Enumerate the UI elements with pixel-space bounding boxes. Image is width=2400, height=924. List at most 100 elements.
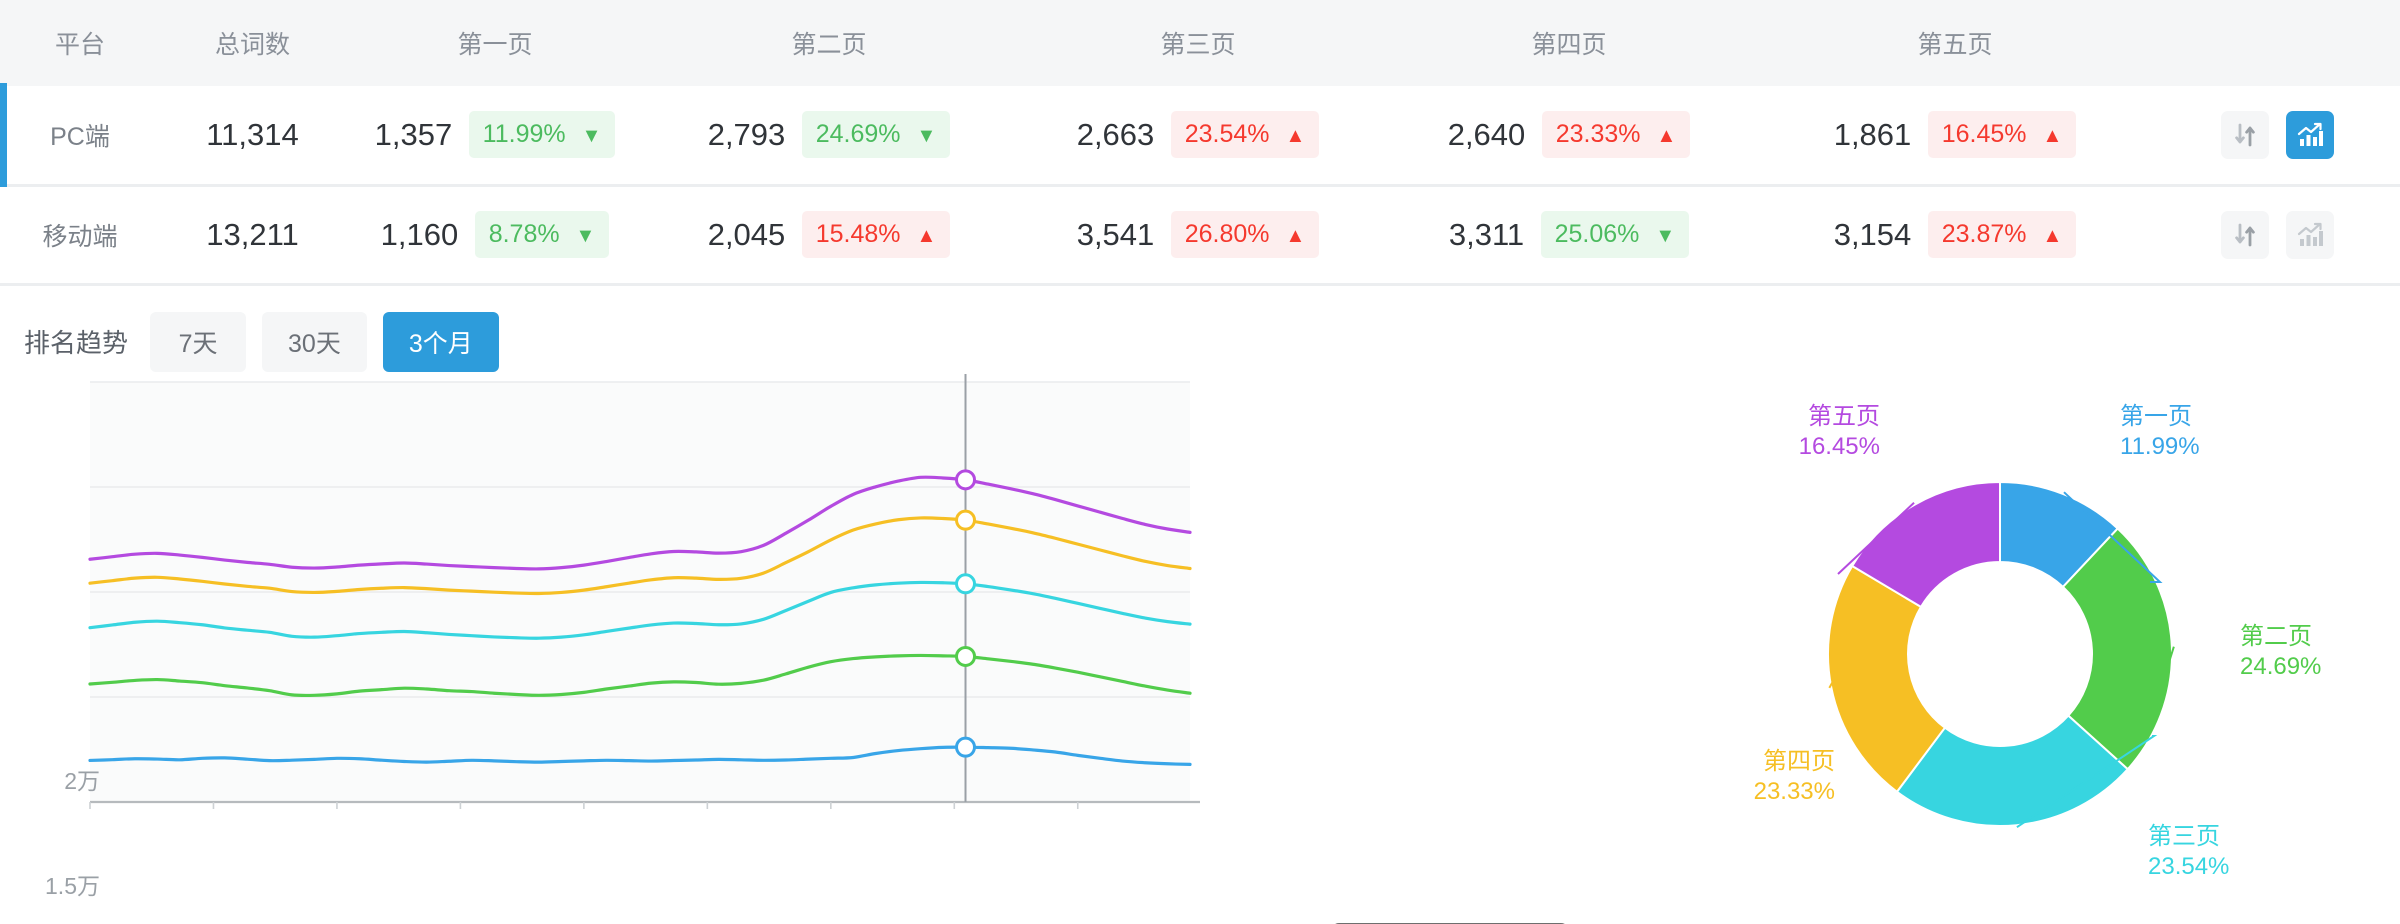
page4-change-pct: 25.06%	[1554, 220, 1640, 248]
page3-change-badge: 26.80% ▲	[1170, 211, 1320, 258]
range-button-3m[interactable]: 3个月	[382, 311, 499, 372]
page5-change-badge: 23.87% ▲	[1927, 211, 2077, 258]
col-header-page4: 第四页	[1531, 31, 1607, 59]
donut-label-text: 第二页	[2240, 622, 2312, 650]
cell-page4: 2,640 23.33% ▲	[1383, 86, 1755, 187]
col-header-page1: 第一页	[457, 31, 533, 59]
arrow-up-icon: ▲	[2042, 225, 2063, 247]
donut-label-page2: 第二页 24.69%	[2240, 622, 2321, 683]
sort-updown-icon-button[interactable]	[2221, 110, 2270, 159]
col-header-page3: 第三页	[1160, 31, 1236, 59]
charts-area: 爱站网 2万 1.5万 1万 5000 0 07-31 08-10 08-20 …	[0, 372, 2400, 924]
y-tick-label: 2万	[64, 767, 100, 794]
sort-updown-icon	[2235, 123, 2256, 147]
cell-page5: 3,154 23.87% ▲	[1755, 185, 2155, 286]
cell-page1: 1,357 11.99% ▼	[345, 86, 645, 187]
arrow-up-icon: ▲	[916, 225, 937, 247]
cell-page3: 2,663 23.54% ▲	[1013, 86, 1383, 187]
donut-label-page1: 第一页 11.99%	[2120, 402, 2200, 463]
table-header: 平台 总词数 第一页 第二页 第三页 第四页 第五页	[0, 0, 2400, 86]
table-header-row: 平台 总词数 第一页 第二页 第三页 第四页 第五页	[0, 0, 2400, 86]
donut-label-text: 第五页	[1808, 402, 1880, 430]
page3-change-pct: 23.54%	[1184, 120, 1270, 149]
row-selected-indicator	[0, 83, 7, 187]
table-row[interactable]: 移动端 13,211 1,160 8.78% ▼ 2,045 15.48% ▲	[0, 185, 2400, 286]
donut-label-page5: 第五页 16.45%	[1760, 402, 1880, 463]
range-button-30d[interactable]: 30天	[262, 311, 367, 372]
cell-page3: 3,541 26.80% ▲	[1013, 185, 1383, 286]
bar-chart-icon	[2297, 122, 2323, 146]
donut-label-pct: 23.54%	[2148, 853, 2230, 881]
donut-label-pct: 16.45%	[1798, 433, 1880, 461]
page1-change-pct: 11.99%	[482, 120, 566, 149]
bar-chart-icon-button[interactable]	[2285, 210, 2334, 259]
page1-value: 1,357	[374, 116, 453, 152]
platform-label: 移动端	[42, 222, 118, 251]
page5-value: 3,154	[1833, 216, 1912, 252]
arrow-up-icon: ▲	[1285, 125, 1306, 148]
page3-change-badge: 23.54% ▲	[1170, 111, 1320, 159]
page5-change-badge: 16.45% ▲	[1927, 111, 2077, 159]
platform-rank-table: 平台 总词数 第一页 第二页 第三页 第四页 第五页 PC端 11,314 1,…	[0, 0, 2400, 286]
page1-change-pct: 8.78%	[488, 220, 560, 248]
table-row[interactable]: PC端 11,314 1,357 11.99% ▼ 2,793 24.69% ▼	[0, 83, 2400, 187]
cell-page2: 2,793 24.69% ▼	[645, 86, 1013, 187]
trend-title: 排名趋势	[24, 328, 129, 358]
page2-value: 2,045	[707, 216, 786, 252]
donut-label-page4: 第四页 23.33%	[1715, 747, 1835, 808]
page4-value: 2,640	[1447, 116, 1526, 152]
trend-controls: 排名趋势 7天 30天 3个月	[0, 286, 2400, 372]
page2-change-badge: 24.69% ▼	[801, 111, 951, 159]
page3-value: 3,541	[1076, 216, 1155, 252]
donut-label-pct: 11.99%	[2120, 433, 2200, 461]
donut-label-text: 第三页	[2148, 822, 2220, 850]
page1-change-badge: 11.99% ▼	[468, 111, 616, 159]
donut-label-text: 第一页	[2120, 402, 2192, 430]
col-header-platform: 平台	[54, 31, 105, 59]
table-body: PC端 11,314 1,357 11.99% ▼ 2,793 24.69% ▼	[0, 83, 2400, 286]
cell-platform: 移动端	[0, 185, 160, 286]
platform-label: PC端	[50, 122, 110, 151]
y-tick-label: 1.5万	[45, 872, 100, 899]
sort-updown-icon	[2235, 223, 2256, 246]
donut-label-page3: 第三页 23.54%	[2148, 822, 2229, 883]
chart-tooltip: 09-26 前10名: 2,611 前20名: 6,978 前30名: 10,4…	[1331, 922, 1569, 924]
arrow-up-icon: ▲	[2042, 125, 2063, 148]
arrow-down-icon: ▼	[1655, 225, 1676, 247]
col-header-actions	[2155, 0, 2400, 86]
page3-change-pct: 26.80%	[1184, 220, 1270, 248]
page2-change-pct: 15.48%	[815, 220, 901, 248]
col-header-page5: 第五页	[1917, 31, 1993, 59]
cell-total-words: 13,211	[160, 185, 345, 286]
donut-label-pct: 23.33%	[1753, 778, 1835, 806]
page2-value: 2,793	[707, 116, 786, 152]
arrow-up-icon: ▲	[1656, 125, 1677, 148]
sort-updown-icon-button[interactable]	[2221, 210, 2270, 259]
cell-page1: 1,160 8.78% ▼	[345, 185, 645, 286]
donut-chart-svg	[1827, 480, 2175, 828]
page2-change-pct: 24.69%	[815, 120, 901, 149]
bar-chart-icon	[2297, 222, 2323, 246]
page4-change-badge: 23.33% ▲	[1541, 111, 1691, 159]
page5-value: 1,861	[1833, 116, 1912, 152]
donut-label-pct: 24.69%	[2240, 653, 2322, 681]
page1-value: 1,160	[380, 216, 459, 252]
donut-label-text: 第四页	[1763, 747, 1835, 775]
page4-change-pct: 23.33%	[1555, 120, 1641, 149]
page3-value: 2,663	[1076, 116, 1155, 152]
page1-change-badge: 8.78% ▼	[474, 211, 610, 258]
rank-trend-line-chart[interactable]: 爱站网 2万 1.5万 1万 5000 0 07-31 08-10 08-20 …	[0, 372, 1700, 924]
arrow-down-icon: ▼	[575, 225, 596, 247]
col-header-page2: 第二页	[791, 31, 867, 59]
cell-page2: 2,045 15.48% ▲	[645, 185, 1013, 286]
page4-value: 3,311	[1448, 216, 1525, 252]
col-header-total: 总词数	[214, 31, 290, 59]
bar-chart-icon-button[interactable]	[2285, 110, 2334, 159]
cell-actions	[2155, 185, 2400, 286]
page4-change-badge: 25.06% ▼	[1540, 211, 1690, 258]
range-button-7d[interactable]: 7天	[150, 311, 247, 372]
cell-actions	[2155, 86, 2400, 187]
arrow-up-icon: ▲	[1285, 225, 1306, 247]
page-distribution-donut-chart[interactable]: 第一页 11.99% 第二页 24.69% 第三页 23.54% 第四页 23.…	[1700, 372, 2400, 924]
